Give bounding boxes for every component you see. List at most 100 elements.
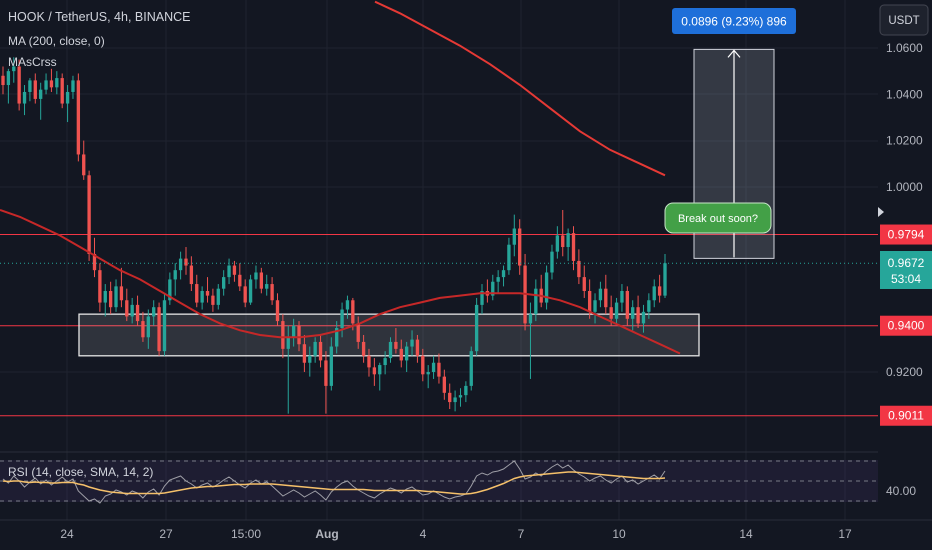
candle-body [87,175,91,254]
candle-body [410,339,414,347]
candle-body [431,362,436,372]
price-tick-label: 1.0200 [886,134,923,148]
candle-body [404,346,409,361]
candle-body [205,291,210,296]
level-label: 0.9011 [888,409,924,423]
candle-body [6,71,11,86]
measure-label-bg [672,8,796,34]
scroll-right-arrow-icon[interactable] [878,207,884,217]
time-tick-label: 10 [612,527,626,541]
price-axis-ticks: 1.0600 1.0400 1.0200 1.0000 0.9200 [886,41,923,379]
candle-body [469,351,473,386]
candle-body [270,284,274,301]
measure-label: 0.0896 (9.23%) 896 [681,15,787,29]
candle-body [71,80,75,92]
time-tick-label: 17 [838,527,852,541]
candle-body [329,346,333,386]
candle-body [216,288,220,305]
candle-body [399,348,403,361]
price-tick-label: 1.0600 [886,41,923,55]
candle-body [378,365,382,375]
candle-body [577,260,581,278]
candle-body [351,300,355,324]
callout-bubble[interactable] [664,202,772,234]
candle-body [44,80,48,90]
candle-body [103,291,107,303]
candle-body [200,291,204,303]
rsi-ma-line [2,471,666,495]
candle-body [178,258,183,271]
candle-body [657,286,662,296]
rsi-label[interactable]: RSI (14, close, SMA, 14, 2) [8,465,153,479]
candle-body [458,395,463,398]
level-price-labels: 0.9794 0.9400 0.9011 [880,224,932,426]
candle-body [647,300,651,312]
candle-body [582,277,586,291]
candle-body [17,66,21,104]
candle-body [641,311,646,324]
ma-indicator-label[interactable]: MA (200, close, 0) [8,34,105,48]
candle-body [98,270,102,303]
price-tick-label: 1.0400 [886,87,923,101]
candle-body [119,286,124,301]
candle-body [189,265,194,285]
candle-body [297,325,301,345]
candle-body [184,258,188,266]
candle-body [308,355,312,363]
horizontal-levels[interactable] [0,234,878,417]
candle-body [313,341,317,356]
candle-body [394,341,398,349]
ma-200-line [0,209,681,355]
candle-body [593,300,597,312]
time-tick-label: 7 [518,527,525,541]
candle-body [426,372,430,375]
candle-body [474,304,479,352]
candle-body [168,279,172,301]
candle-body [82,154,86,176]
candle-body [22,91,27,104]
time-tick-label: 24 [60,527,74,541]
level-label-bg [880,224,932,245]
candle-body [663,263,667,296]
symbol-title[interactable]: HOOK / TetherUS, 4h, BINANCE [8,10,190,24]
candle-body [631,307,635,319]
candle-body [152,307,156,317]
candle-body [544,272,549,303]
macross-indicator-label[interactable]: MAsCrss [8,55,57,69]
candle-body [1,75,5,86]
rsi-axis-tick: 40.00 [886,484,916,498]
time-axis-ticks[interactable]: 24 27 15:00 Aug 4 7 10 14 17 [60,527,852,541]
candle-body [625,291,629,319]
candle-body [259,272,264,289]
candle-body [227,265,231,278]
time-tick-label: 15:00 [231,527,261,541]
time-tick-label: 27 [159,527,173,541]
candle-body [12,66,16,72]
candle-body [76,80,81,155]
candle-body [211,295,215,305]
candle-body [28,80,32,92]
countdown-timer: 53:04 [891,272,921,286]
candle-body [254,272,258,280]
candle-body [157,307,161,352]
time-tick-label: 14 [739,527,753,541]
rsi-band-lines [0,460,878,502]
candle-body [448,392,452,403]
candle-body [437,362,441,377]
level-label-bg [880,405,932,426]
candle-body [318,341,323,361]
candle-body [388,341,393,359]
currency-button[interactable] [879,4,929,36]
level-label: 0.9400 [888,319,925,333]
candle-body [162,300,167,352]
candle-body [232,265,237,275]
candle-body [195,284,199,303]
level-label-bg [880,315,932,336]
candle-body [496,277,500,282]
candle-body [561,235,565,248]
candle-body [340,309,344,329]
candle-body [528,314,533,324]
candle-body [243,286,247,303]
